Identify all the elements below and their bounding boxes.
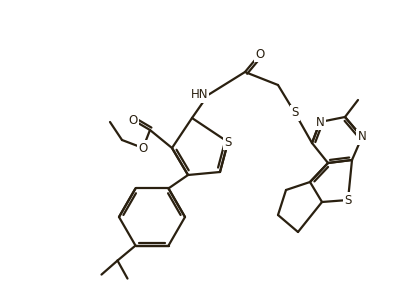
Text: S: S: [291, 107, 299, 120]
Text: N: N: [358, 130, 366, 143]
Text: N: N: [316, 115, 325, 128]
Text: S: S: [225, 136, 232, 149]
Text: O: O: [138, 142, 148, 155]
Text: S: S: [225, 136, 232, 149]
Text: O: O: [255, 47, 265, 60]
Text: O: O: [138, 142, 148, 155]
Text: S: S: [291, 107, 299, 120]
Text: N: N: [316, 115, 325, 128]
Text: HN: HN: [190, 88, 208, 101]
Text: S: S: [344, 194, 352, 207]
Text: HN: HN: [190, 88, 208, 101]
Text: S: S: [344, 194, 352, 207]
Text: N: N: [358, 130, 366, 143]
Text: O: O: [128, 114, 138, 127]
Text: O: O: [128, 114, 138, 127]
Text: O: O: [255, 47, 265, 60]
